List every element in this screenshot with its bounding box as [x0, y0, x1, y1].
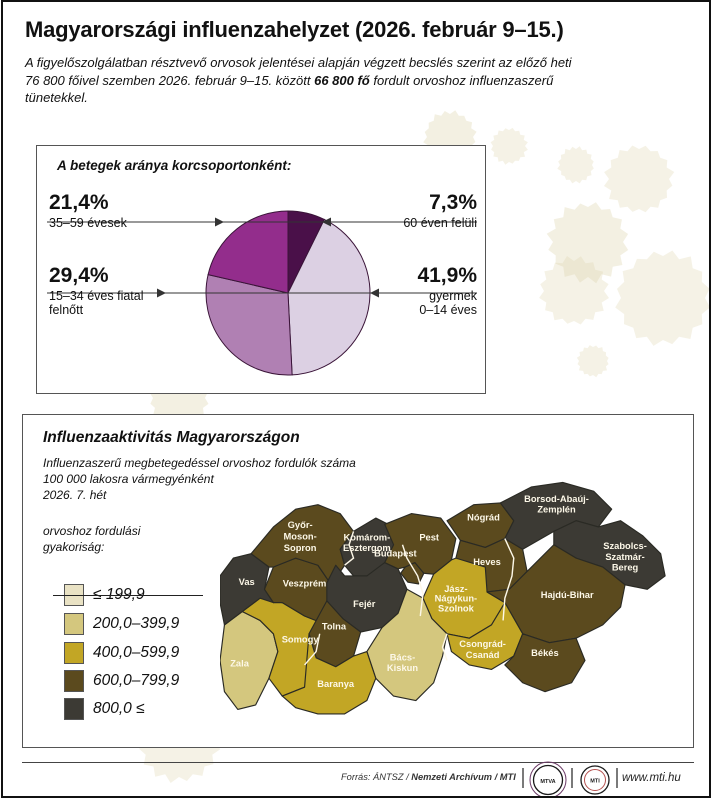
svg-text:Baranya: Baranya [317, 679, 355, 689]
svg-text:Nógrád: Nógrád [467, 513, 500, 523]
svg-text:Nágykun-: Nágykun- [435, 594, 478, 604]
svg-text:Bereg: Bereg [612, 563, 639, 573]
svg-text:MTI: MTI [590, 779, 600, 785]
svg-text:Győr-: Győr- [288, 520, 313, 530]
svg-text:Somogy: Somogy [282, 635, 320, 645]
svg-text:Zemplén: Zemplén [537, 505, 576, 515]
svg-text:Borsod-Abaúj-: Borsod-Abaúj- [524, 494, 589, 504]
svg-text:Szatmár-: Szatmár- [605, 552, 644, 562]
svg-text:Csanád: Csanád [466, 650, 500, 660]
svg-text:Veszprém: Veszprém [283, 579, 327, 589]
svg-text:Sopron: Sopron [284, 543, 317, 553]
svg-text:Fejér: Fejér [353, 599, 376, 609]
svg-text:Moson-: Moson- [284, 531, 317, 541]
svg-text:Bács-: Bács- [390, 652, 415, 662]
svg-text:MTVA: MTVA [540, 779, 555, 785]
svg-text:Jász-: Jász- [444, 584, 467, 594]
svg-text:Zala: Zala [230, 659, 249, 669]
svg-text:Vas: Vas [239, 577, 255, 587]
svg-text:Hajdú-Bihar: Hajdú-Bihar [541, 590, 594, 600]
svg-text:Pest: Pest [419, 532, 439, 542]
svg-text:Szabolcs-: Szabolcs- [603, 541, 647, 551]
svg-text:Budapest: Budapest [374, 548, 417, 558]
svg-text:Szolnok: Szolnok [438, 604, 475, 614]
svg-text:Heves: Heves [473, 557, 501, 567]
svg-text:Békés: Békés [531, 648, 558, 658]
svg-text:Csongrád-: Csongrád- [459, 639, 506, 649]
svg-text:Tolna: Tolna [322, 621, 347, 631]
svg-text:Komárom-: Komárom- [344, 532, 391, 542]
svg-text:Kiskun: Kiskun [387, 663, 418, 673]
